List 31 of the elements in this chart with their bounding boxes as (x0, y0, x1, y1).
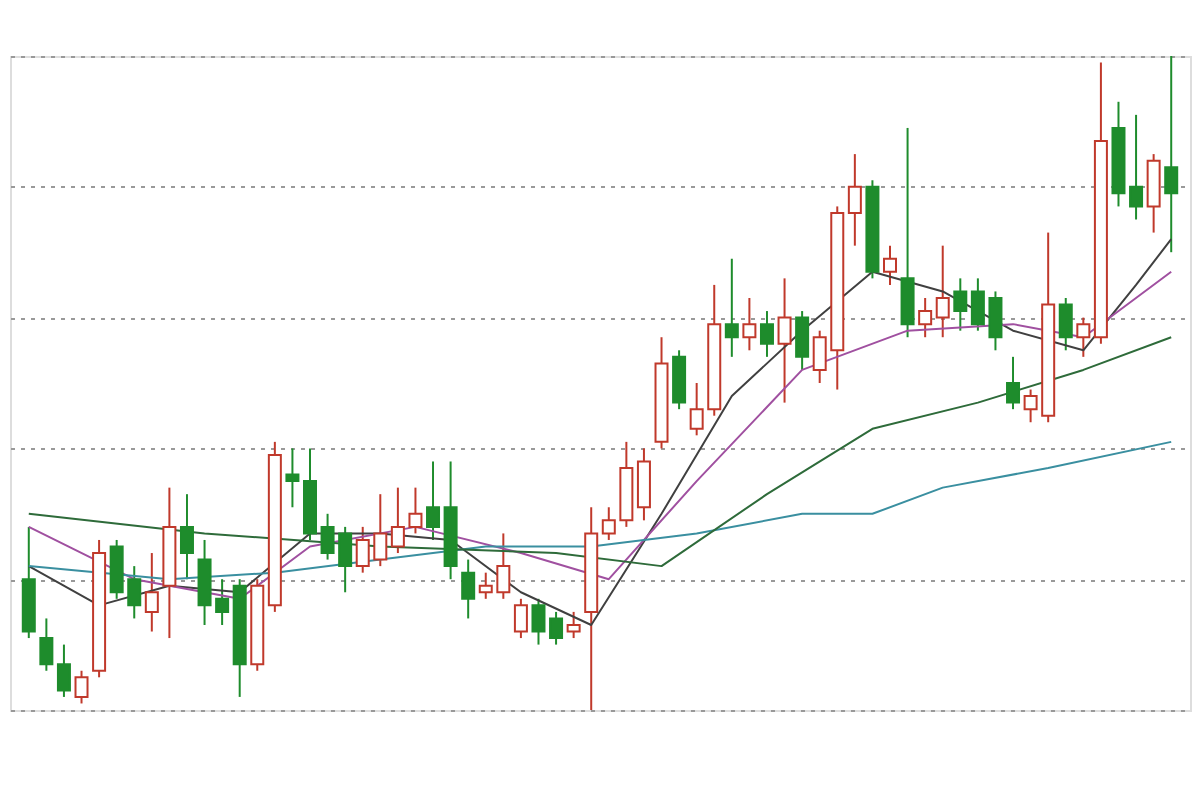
candlestick (513, 597, 528, 640)
candlestick (636, 447, 651, 522)
candlestick (549, 610, 564, 646)
candlestick (1129, 113, 1144, 221)
candlestick (724, 257, 739, 358)
candlestick (1006, 355, 1021, 411)
candlestick (1058, 296, 1073, 352)
candlestick (461, 558, 476, 620)
candlestick (179, 493, 194, 581)
candlestick (144, 552, 159, 633)
candlestick (777, 277, 792, 404)
candlestick (74, 669, 89, 705)
candlestick (742, 296, 757, 352)
candlestick (935, 244, 950, 339)
candlestick (1076, 316, 1091, 358)
candlestick (56, 643, 71, 698)
candlestick (847, 153, 862, 247)
candlestick (900, 126, 915, 339)
candlestick (672, 349, 687, 411)
candlestick (883, 244, 897, 286)
candlestick (566, 610, 581, 640)
candlestick (795, 310, 810, 371)
candlestick (918, 296, 933, 339)
candlestick (285, 447, 300, 509)
candlestick (953, 277, 968, 332)
candlestick (759, 310, 774, 358)
candlestick (39, 617, 54, 672)
candlestick (531, 597, 546, 646)
candlestick (1146, 153, 1161, 234)
candlestick (426, 460, 441, 541)
candlestick (1164, 55, 1179, 254)
